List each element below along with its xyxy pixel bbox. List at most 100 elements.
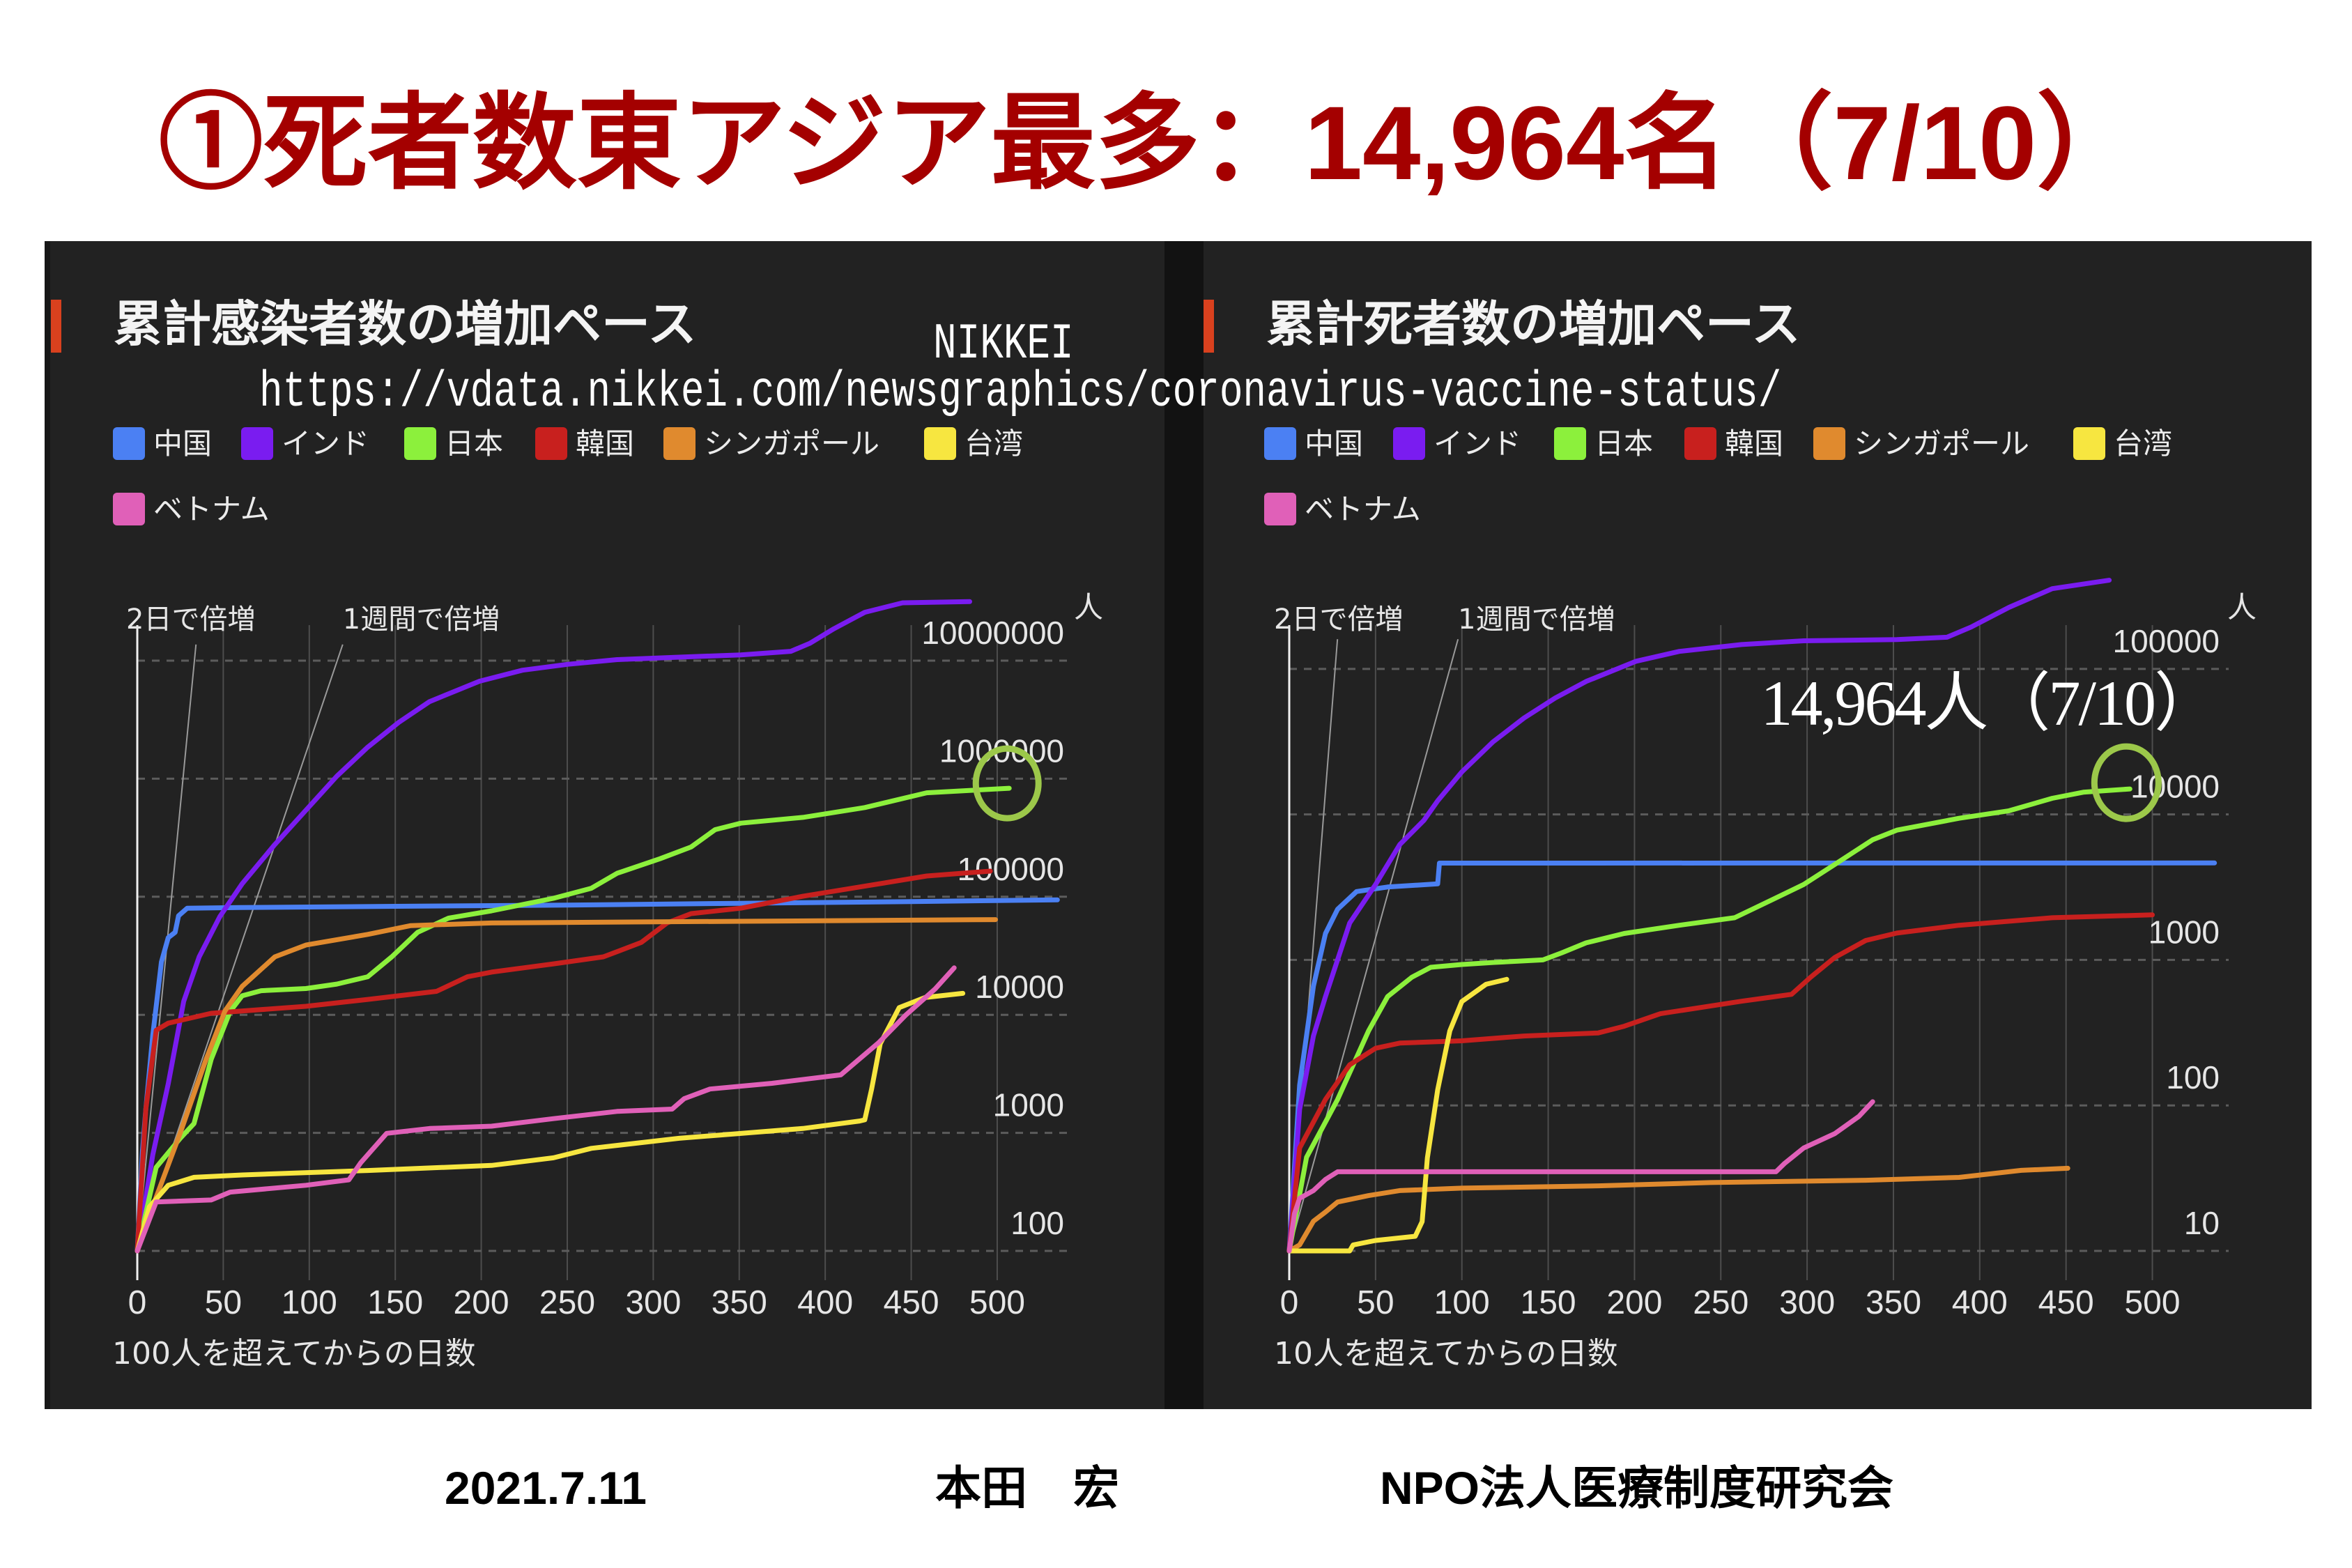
legend-swatch	[113, 493, 145, 525]
x-tick-label: 350	[1866, 1284, 1921, 1321]
footer-author: 本田 宏	[935, 1462, 1119, 1514]
series-line-korea	[1286, 912, 2155, 1254]
y-tick-label: 100	[2166, 1059, 2220, 1096]
legend-swatch	[535, 427, 567, 460]
legend-label: シンガポール	[1854, 426, 2030, 461]
series-line-vietnam	[134, 965, 957, 1254]
legend-swatch	[1554, 427, 1586, 460]
legend-label: 台湾	[2114, 426, 2173, 461]
series-line-korea	[134, 868, 993, 1254]
x-tick-label: 50	[1357, 1284, 1394, 1321]
x-tick-label: 0	[1280, 1284, 1299, 1321]
legend-swatch	[1264, 493, 1296, 525]
legend-swatch	[1264, 427, 1296, 460]
source-name: NIKKEI	[933, 314, 1074, 373]
legend-label: 韓国	[1725, 426, 1784, 461]
reference-label-2-days: 2日で倍増	[126, 604, 255, 636]
series-line-japan	[134, 785, 1012, 1254]
legend-item-taiwan: 台湾	[2073, 427, 2172, 460]
legend-label: 日本	[1594, 426, 1654, 461]
legend-item-india: インド	[1393, 427, 1521, 460]
reference-label-2-days: 2日で倍増	[1274, 604, 1403, 636]
legend-swatch	[404, 427, 436, 460]
y-tick-label: 100000	[958, 851, 1065, 887]
legend-item-china: 中国	[1264, 427, 1363, 460]
legend-item-vietnam: ベトナム	[113, 493, 270, 525]
legend-swatch	[1684, 427, 1716, 460]
reference-label-1-week: 1週間で倍増	[1458, 604, 1615, 636]
reference-line-1-week	[1289, 638, 1459, 1252]
legend-label: ベトナム	[153, 492, 270, 526]
x-tick-label: 200	[454, 1284, 509, 1321]
legend-item-singapore: シンガポール	[1813, 427, 2029, 460]
series-line-singapore	[134, 917, 998, 1254]
title-accent-bar	[51, 300, 61, 353]
annotation-label: 14,964人（7/10）	[1760, 668, 2216, 739]
slide-title: ①死者数東アジア最多：14,964名（7/10）	[158, 84, 2142, 201]
legend-swatch	[924, 427, 956, 460]
legend-item-japan: 日本	[1554, 427, 1653, 460]
legend-swatch	[1813, 427, 1845, 460]
legend-swatch	[663, 427, 695, 460]
x-tick-label: 50	[205, 1284, 242, 1321]
x-tick-label: 250	[539, 1284, 595, 1321]
legend-item-korea: 韓国	[535, 427, 634, 460]
legend-label: 台湾	[964, 426, 1024, 461]
series-line-taiwan	[134, 990, 966, 1254]
legend-swatch	[1393, 427, 1425, 460]
legend-label: 中国	[1305, 426, 1364, 461]
reference-label-1-week: 1週間で倍増	[343, 604, 500, 636]
panel-edge	[45, 241, 50, 1409]
x-tick-label: 0	[128, 1284, 147, 1321]
footer-date: 2021.7.11	[445, 1462, 647, 1514]
panel-separator	[1165, 241, 1204, 1409]
legend-item-india: インド	[241, 427, 369, 460]
legend-label: 日本	[445, 426, 504, 461]
x-tick-label: 450	[2038, 1284, 2094, 1321]
x-tick-label: 250	[1693, 1284, 1748, 1321]
legend-item-korea: 韓国	[1684, 427, 1783, 460]
legend-label: インド	[282, 426, 370, 461]
y-tick-label: 10000	[975, 969, 1064, 1005]
legend-label: ベトナム	[1305, 492, 1421, 526]
series-line-taiwan	[1286, 976, 1509, 1254]
x-tick-label: 200	[1606, 1284, 1662, 1321]
legend-item-japan: 日本	[404, 427, 503, 460]
y-tick-label: 1000	[993, 1087, 1064, 1123]
y-unit-label: 人	[1074, 590, 1103, 624]
legend-swatch	[113, 427, 145, 460]
legend-label: 中国	[153, 426, 213, 461]
legend-swatch	[2073, 427, 2105, 460]
x-tick-label: 300	[625, 1284, 681, 1321]
legend-item-taiwan: 台湾	[924, 427, 1023, 460]
x-axis-title: 100人を超えてからの日数	[112, 1336, 476, 1371]
y-tick-label: 10000	[2130, 769, 2220, 805]
x-tick-label: 350	[712, 1284, 767, 1321]
x-tick-label: 100	[282, 1284, 337, 1321]
y-tick-label: 10000000	[921, 615, 1064, 651]
title-accent-bar	[1204, 300, 1214, 353]
series-line-china	[1286, 860, 2218, 1254]
y-tick-label: 100	[1010, 1205, 1064, 1241]
x-tick-label: 150	[367, 1284, 423, 1321]
y-tick-label: 10	[2184, 1205, 2220, 1241]
series-line-india	[134, 599, 972, 1254]
legend-label: インド	[1434, 426, 1522, 461]
x-tick-label: 300	[1779, 1284, 1835, 1321]
chart-title-infections: 累計感染者数の増加ペース	[114, 295, 697, 353]
legend-item-singapore: シンガポール	[663, 427, 879, 460]
source-url: https://vdata.nikkei.com/newsgraphics/co…	[259, 362, 1782, 421]
x-axis-title: 10人を超えてからの日数	[1274, 1336, 1618, 1371]
x-tick-label: 500	[2124, 1284, 2180, 1321]
series-line-vietnam	[1286, 1099, 1875, 1254]
x-tick-label: 150	[1521, 1284, 1576, 1321]
x-tick-label: 450	[884, 1284, 939, 1321]
y-unit-label: 人	[2227, 590, 2257, 624]
chart-deaths: 10 100 1000 10000 100000 0 50 100 150 200 250 300 35…	[1274, 578, 2257, 1371]
series-line-china	[134, 897, 1060, 1254]
highlight-circle	[2091, 743, 2162, 822]
x-tick-label: 400	[797, 1284, 853, 1321]
chart-title-deaths: 累計死者数の増加ペース	[1266, 295, 1801, 353]
series-line-india	[1286, 578, 2112, 1254]
legend-item-vietnam: ベトナム	[1264, 493, 1421, 525]
